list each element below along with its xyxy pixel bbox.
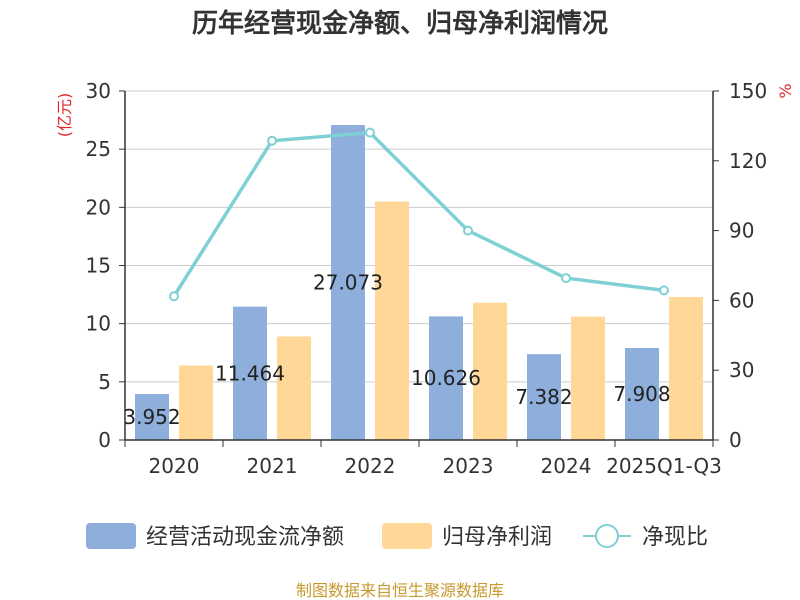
- data-label-cashflow: 3.952: [123, 405, 180, 429]
- data-label-cashflow: 7.382: [515, 385, 572, 409]
- legend-marker-ratio: [595, 524, 619, 548]
- left-tick-label: 10: [86, 312, 111, 336]
- right-tick-label: 120: [729, 149, 767, 173]
- data-label-cashflow: 11.464: [215, 361, 285, 385]
- ratio-point: [267, 135, 277, 146]
- bar-profit: [277, 336, 311, 440]
- right-tick-label: 0: [729, 428, 742, 452]
- bar-cashflow: [429, 316, 463, 440]
- right-tick-label: 90: [729, 219, 754, 243]
- x-tick-label: 2025Q1-Q3: [606, 454, 722, 478]
- bar-cashflow: [527, 354, 561, 440]
- legend-item-ratio[interactable]: 净现比: [583, 524, 708, 550]
- bar-profit: [669, 296, 703, 440]
- left-tick-label: 0: [98, 428, 111, 452]
- data-label-cashflow: 10.626: [411, 366, 481, 390]
- bar-cashflow: [625, 348, 659, 440]
- ratio-line-path: [172, 130, 665, 298]
- bar-cashflow: [135, 394, 169, 440]
- bar-cashflow: [331, 125, 365, 440]
- left-tick-label: 30: [86, 79, 111, 103]
- right-tick-label: 150: [729, 79, 767, 103]
- left-axis-unit: (亿元): [55, 93, 74, 138]
- data-label-cashflow: 27.073: [313, 271, 383, 295]
- ratio-point: [561, 273, 571, 284]
- legend-swatch-profit: [382, 523, 432, 549]
- bar-cashflow: [233, 306, 267, 440]
- right-axis-unit: %: [776, 83, 795, 98]
- ratio-point: [169, 291, 179, 302]
- bar-profit: [571, 316, 605, 440]
- bars: [135, 125, 703, 440]
- ratio-point: [659, 285, 669, 296]
- left-tick-label: 5: [98, 370, 111, 394]
- legend-label-cashflow: 经营活动现金流净额: [146, 525, 344, 550]
- grid: [125, 90, 713, 383]
- ticks: 0 5 10 15 20 25 30 0 30 60 90 120 150 2020 2021 2022 202…: [86, 79, 768, 478]
- ratio-point: [365, 127, 375, 138]
- ratio-point: [463, 225, 473, 236]
- right-tick-label: 30: [729, 358, 754, 382]
- x-tick-label: 2024: [541, 454, 592, 478]
- bar-profit: [375, 201, 409, 440]
- right-tick-label: 60: [729, 288, 754, 312]
- x-tick-label: 2022: [345, 454, 396, 478]
- ratio-line: [169, 127, 669, 302]
- source-note: 制图数据来自恒生聚源数据库: [296, 581, 504, 600]
- legend-swatch-cashflow: [86, 523, 136, 549]
- data-label-cashflow: 7.908: [613, 382, 670, 406]
- x-tick-label: 2021: [247, 454, 298, 478]
- legend: 经营活动现金流净额 归母净利润 净现比: [86, 523, 708, 550]
- left-tick-label: 20: [86, 195, 111, 219]
- left-tick-label: 25: [86, 137, 111, 161]
- legend-label-ratio: 净现比: [642, 525, 708, 550]
- x-tick-label: 2023: [443, 454, 494, 478]
- legend-item-profit[interactable]: 归母净利润: [382, 523, 552, 550]
- bar-profit: [179, 365, 213, 440]
- bar-profit: [473, 302, 507, 440]
- left-tick-label: 15: [86, 254, 111, 278]
- chart-title: 历年经营现金净额、归母净利润情况: [192, 8, 608, 39]
- data-labels: 3.952 11.464 27.073 10.626 7.382 7.908: [123, 271, 670, 429]
- x-tick-label: 2020: [149, 454, 200, 478]
- legend-label-profit: 归母净利润: [442, 525, 552, 550]
- legend-item-cashflow[interactable]: 经营活动现金流净额: [86, 523, 344, 550]
